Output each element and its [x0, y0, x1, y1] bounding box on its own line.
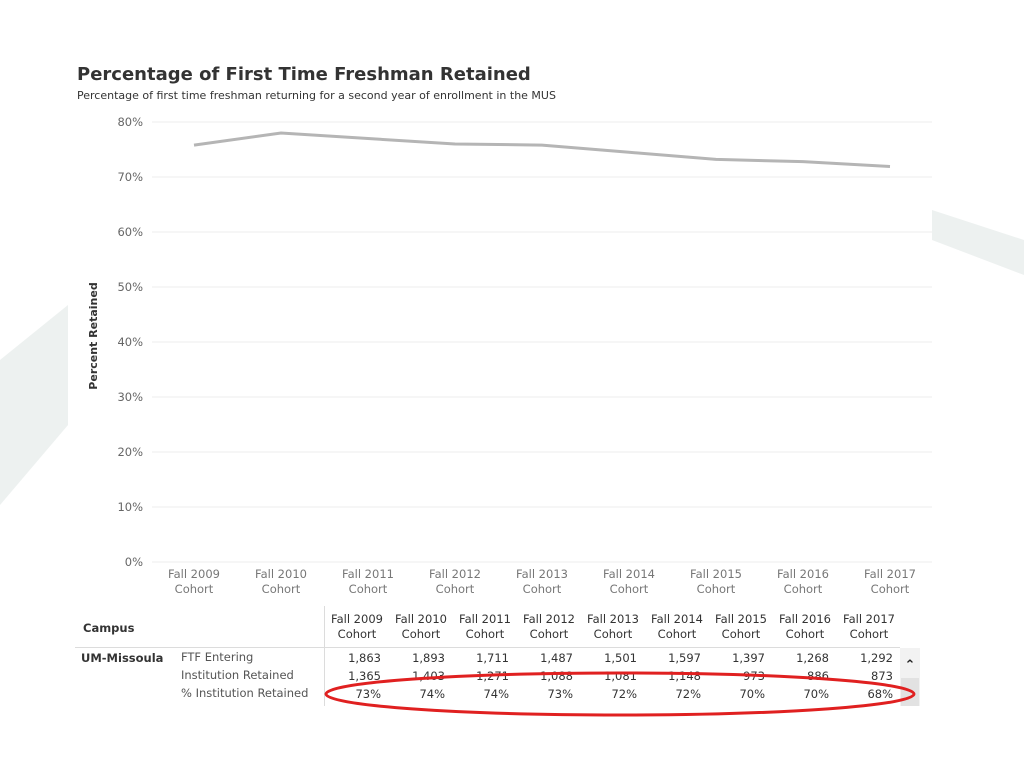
- y-axis-ticks: 0% 10% 20% 30% 40% 50% 60% 70% 80%: [117, 115, 143, 569]
- y-tick-label: 50%: [117, 280, 143, 294]
- x-tick-label: Cohort: [523, 582, 562, 596]
- y-tick-label: 20%: [117, 445, 143, 459]
- x-tick-label: Fall 2014: [603, 567, 655, 581]
- x-tick-label: Cohort: [697, 582, 736, 596]
- chart-title: Percentage of First Time Freshman Retain…: [77, 64, 531, 85]
- y-tick-label: 60%: [117, 225, 143, 239]
- background-shape-left-poly: [0, 305, 68, 505]
- background-shape-right-poly: [932, 210, 1024, 275]
- line-chart: 0%10%20%30%40%50%60%70%80% Fall 2009Coho…: [87, 115, 932, 596]
- y-tick-label: 0%: [125, 555, 143, 569]
- x-tick-label: Fall 2016: [777, 567, 829, 581]
- y-tick-label: 30%: [117, 390, 143, 404]
- y-tick-label: 80%: [117, 115, 143, 129]
- x-tick-label: Cohort: [610, 582, 649, 596]
- x-tick-label: Fall 2013: [516, 567, 568, 581]
- x-tick-label: Cohort: [349, 582, 388, 596]
- y-tick-label: 70%: [117, 170, 143, 184]
- x-tick-label: Fall 2011: [342, 567, 394, 581]
- x-tick-label: Cohort: [784, 582, 823, 596]
- y-axis-label: Percent Retained: [87, 282, 100, 389]
- y-tick-label: 40%: [117, 335, 143, 349]
- x-tick-label: Fall 2010: [255, 567, 307, 581]
- chevron-up-icon[interactable]: ⌃: [904, 658, 916, 673]
- y-tick-label: 10%: [117, 500, 143, 514]
- chart-subtitle: Percentage of first time freshman return…: [77, 89, 556, 102]
- chart-grid: [152, 121, 932, 563]
- x-tick-label: Fall 2012: [429, 567, 481, 581]
- x-tick-label: Fall 2015: [690, 567, 742, 581]
- series-line: [193, 131, 891, 169]
- x-tick-label: Cohort: [262, 582, 301, 596]
- x-tick-label: Fall 2009: [168, 567, 220, 581]
- x-tick-label: Fall 2017: [864, 567, 916, 581]
- x-tick-label: Cohort: [175, 582, 214, 596]
- x-tick-label: Cohort: [871, 582, 910, 596]
- scrollbar-thumb[interactable]: [901, 678, 919, 706]
- x-tick-label: Cohort: [436, 582, 475, 596]
